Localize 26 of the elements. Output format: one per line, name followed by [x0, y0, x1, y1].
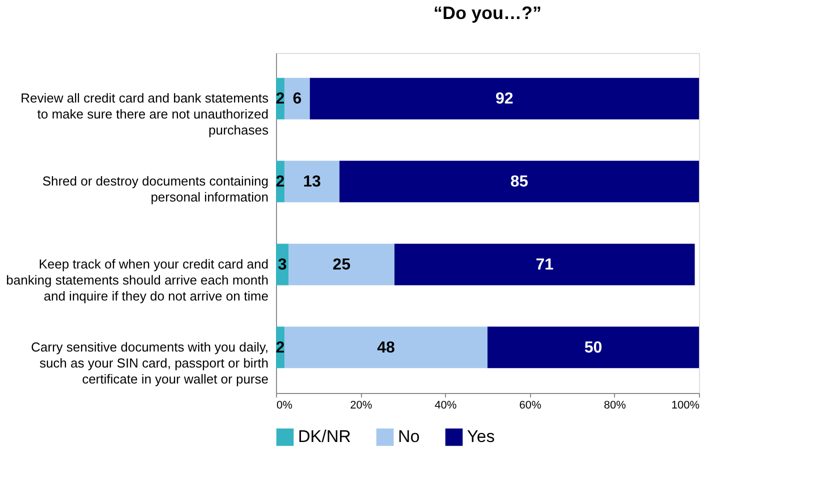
data-label: 2 — [276, 339, 285, 356]
data-label: 6 — [292, 90, 302, 108]
legend-label: DK/NR — [298, 427, 351, 446]
data-label: 85 — [510, 174, 528, 191]
y-tick-label: Review all credit card and bank statements to make sure there are not unauthorized purchases — [20, 90, 269, 138]
data-label: 2 — [276, 90, 285, 108]
data-label: 2 — [276, 174, 285, 191]
data-label: 3 — [278, 256, 287, 274]
data-label: 71 — [536, 256, 554, 274]
x-tick-label: 20% — [350, 400, 372, 412]
x-tick-label: 0% — [276, 400, 293, 412]
data-label: 92 — [496, 90, 514, 108]
data-label: 25 — [332, 256, 351, 274]
data-label: 13 — [303, 174, 321, 191]
x-tick-label: 60% — [519, 400, 542, 412]
y-tick-label: Shred or destroy documents containing personal information — [42, 174, 268, 205]
y-tick-label: Carry sensitive documents with you daily, such as your SIN card, passport or birth certificate in your wallet or purse — [31, 339, 268, 386]
data-label: 50 — [584, 339, 602, 356]
x-tick-label: 80% — [604, 400, 626, 412]
x-tick-label: 40% — [434, 400, 457, 412]
chart-title: “Do you…?” — [434, 3, 542, 23]
legend-label: No — [398, 427, 420, 446]
x-tick-label: 100% — [671, 400, 700, 412]
data-label: 48 — [377, 339, 395, 356]
legend-label: Yes — [467, 427, 495, 446]
y-tick-label: Keep track of when your credit card and banking statements should arrive each month and inquire if they do not arrive on time — [6, 256, 268, 304]
